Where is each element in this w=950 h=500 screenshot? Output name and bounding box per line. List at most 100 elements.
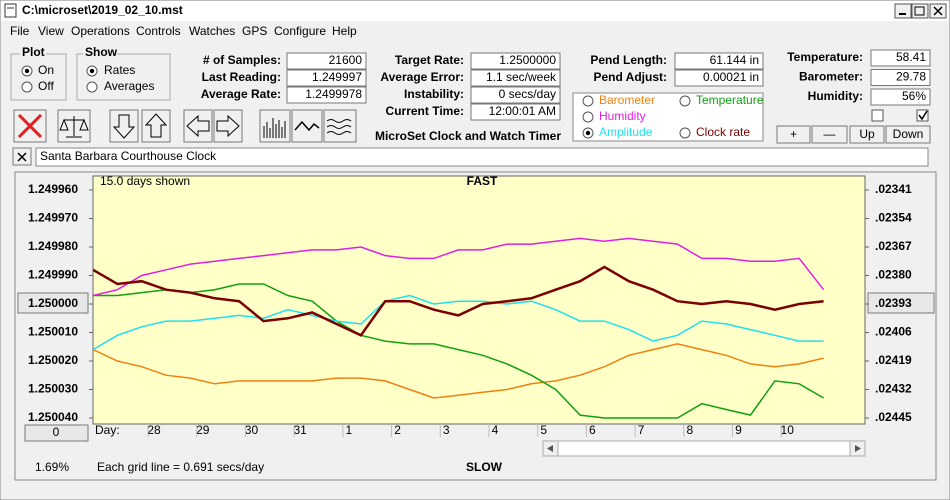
field-value: 61.144 in [710, 53, 759, 67]
show-option: Averages [104, 79, 154, 93]
small-button-label: Down [893, 127, 924, 141]
field-value: 0 secs/day [499, 87, 556, 101]
radio-button[interactable] [21, 81, 33, 93]
y2-tick-label: .02341 [875, 182, 912, 196]
field-value: 56% [902, 89, 926, 103]
field-value: 12:00:01 AM [489, 104, 556, 118]
menu-item[interactable]: Help [332, 24, 357, 38]
right-button[interactable] [213, 109, 243, 143]
y-tick-label: 1.249970 [28, 211, 78, 225]
maximize-button[interactable] [911, 3, 929, 19]
clock-name-input[interactable] [35, 147, 929, 167]
target-y2-button[interactable] [867, 292, 935, 314]
checkmark [918, 110, 928, 121]
radio-button[interactable] [679, 127, 691, 139]
field-box [870, 88, 931, 106]
small-button-label: Up [859, 127, 875, 141]
x-tick-label: 9 [735, 423, 742, 437]
y-tick-label: 1.249960 [28, 182, 78, 196]
scrollbar[interactable] [542, 440, 866, 457]
radio-button[interactable] [679, 95, 691, 107]
target-rate-button[interactable] [17, 292, 89, 314]
scrollbar-track[interactable] [542, 440, 866, 457]
x-tick-label: 3 [443, 423, 450, 437]
y2-tick-label: .02380 [875, 268, 912, 282]
y2-tick-label: .02406 [875, 325, 912, 339]
menu-item[interactable]: Configure [274, 24, 326, 38]
plot-group-title: Plot [22, 45, 45, 59]
field-value: 0.00021 in [703, 70, 759, 84]
small-button-label: — [824, 127, 836, 141]
left-button[interactable] [183, 109, 213, 143]
x-tick-label: 5 [540, 423, 547, 437]
field-label: Pend Adjust: [593, 70, 667, 84]
offset-button-label: 0 [53, 425, 60, 439]
field-box [470, 86, 561, 104]
field-box [470, 52, 561, 70]
histogram-icon [263, 118, 286, 138]
x-axis-label: Day: [95, 423, 120, 437]
y2-tick-label: .02367 [875, 239, 912, 253]
y2-tick-label: .02393 [875, 296, 912, 310]
field-box [286, 86, 367, 104]
minimize-button[interactable] [894, 3, 912, 19]
legend-label: Barometer [599, 93, 655, 107]
field-label: Average Rate: [201, 87, 281, 101]
field-label: Average Error: [380, 70, 464, 84]
checkbox[interactable] [871, 109, 884, 122]
title-bar [1, 1, 949, 21]
menu-item[interactable]: Operations [71, 24, 130, 38]
small-button[interactable] [849, 125, 885, 144]
menu-item[interactable]: Watches [189, 24, 235, 38]
clock-name: Santa Barbara Courthouse Clock [40, 149, 217, 163]
menu-item[interactable]: GPS [242, 24, 267, 38]
y-tick-label: 1.250010 [28, 325, 78, 339]
field-label: Current Time: [386, 104, 464, 118]
legend-label: Temperature [696, 93, 764, 107]
scroll-right-arrow [855, 445, 861, 452]
menu-item[interactable]: File [10, 24, 30, 38]
x-tick-label: 8 [686, 423, 693, 437]
x-tick-label: 30 [245, 423, 259, 437]
radio-button[interactable] [582, 95, 594, 107]
small-button[interactable] [776, 125, 811, 144]
y-tick-label: 1.250040 [28, 410, 78, 424]
y-tick-label: 1.249990 [28, 268, 78, 282]
close-glyph [933, 6, 943, 16]
window-controls[interactable] [894, 3, 947, 19]
series-line [93, 265, 824, 337]
radio-button[interactable] [86, 81, 98, 93]
maximize-glyph [914, 6, 925, 16]
y2-tick-label: .02432 [875, 382, 912, 396]
x-tick-label: 2 [394, 423, 401, 437]
fast-label: FAST [467, 174, 498, 188]
scroll-left-arrow [547, 445, 553, 452]
legend-label: Clock rate [696, 125, 750, 139]
field-box [470, 103, 561, 121]
menu-bar: File View Operations Controls Watches GPS Conf… [10, 24, 357, 38]
menu-item[interactable]: View [38, 24, 64, 38]
grid-note: Each grid line = 0.691 secs/day [97, 460, 264, 474]
field-box [674, 52, 764, 70]
plot-option: On [38, 63, 54, 77]
menu-item[interactable]: Controls [136, 24, 181, 38]
down-icon [112, 114, 136, 139]
field-box [470, 69, 561, 87]
multi-line-icon [326, 119, 352, 135]
x-tick-label: 28 [147, 423, 161, 437]
radio-button[interactable] [582, 111, 594, 123]
percent-label: 1.69% [35, 460, 69, 474]
checkbox[interactable] [916, 109, 929, 122]
series-selector [572, 92, 764, 142]
y-tick-label: 1.250000 [28, 296, 78, 310]
left-icon [186, 114, 210, 138]
field-label: Humidity: [808, 89, 863, 103]
show-option: Rates [104, 63, 135, 77]
radio-dot [585, 130, 591, 136]
app-name: MicroSet Clock and Watch Timer [375, 129, 561, 143]
small-button[interactable] [811, 125, 848, 144]
small-button[interactable] [885, 125, 931, 144]
x-tick-label: 10 [781, 423, 795, 437]
offset-button[interactable] [24, 424, 89, 442]
